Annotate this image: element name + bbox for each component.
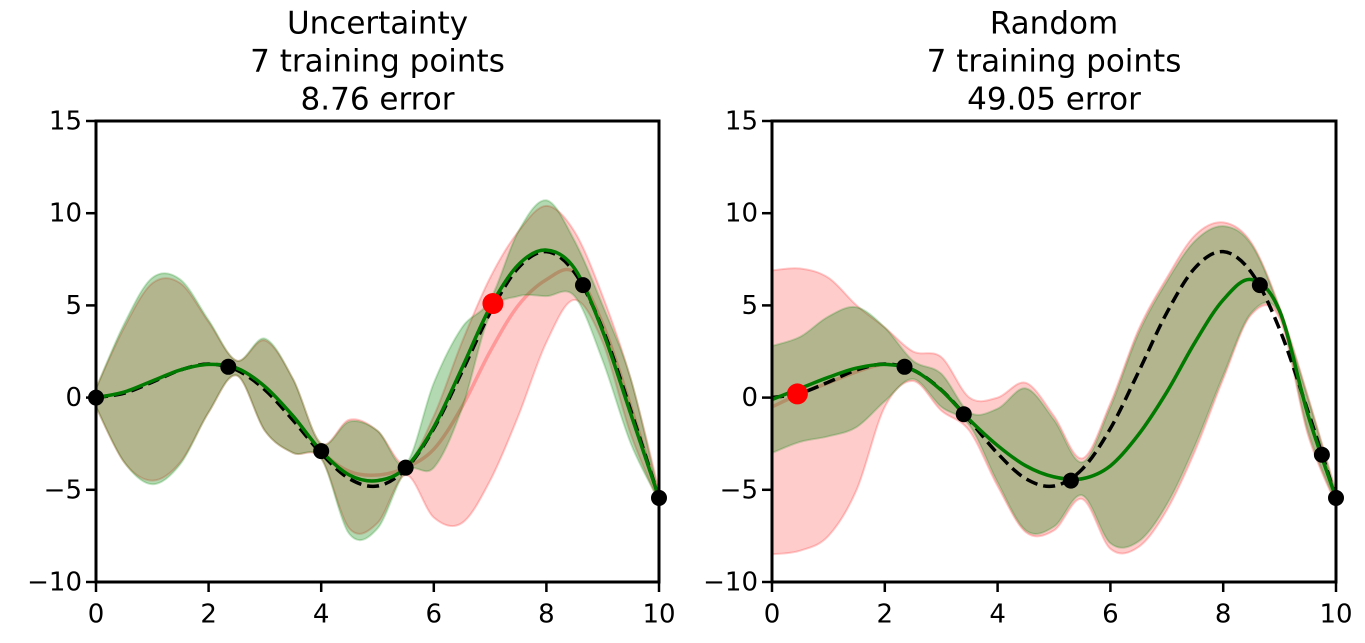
training-point xyxy=(220,358,237,375)
x-tick-label: 2 xyxy=(200,600,217,630)
y-tick-label: 15 xyxy=(725,107,758,137)
x-tick-label: 8 xyxy=(1215,600,1232,630)
x-tick-label: 8 xyxy=(538,600,555,630)
training-point xyxy=(1062,472,1079,489)
y-tick-label: −5 xyxy=(720,475,758,505)
mean-line xyxy=(772,277,1336,499)
mean-line xyxy=(96,248,659,499)
x-tick-label: 6 xyxy=(426,600,443,630)
y-tick-label: −5 xyxy=(44,475,82,505)
training-point xyxy=(574,277,591,294)
training-point xyxy=(1251,277,1268,294)
chart-title: 49.05 error xyxy=(967,82,1141,118)
y-tick-label: 0 xyxy=(65,383,82,413)
x-tick-label: 0 xyxy=(764,600,781,630)
y-tick-label: 15 xyxy=(49,107,82,137)
x-tick-label: 10 xyxy=(642,600,675,630)
chart-title: 7 training points xyxy=(250,44,505,80)
training-point xyxy=(397,459,414,476)
x-tick-label: 10 xyxy=(1319,600,1352,630)
training-point xyxy=(1313,446,1330,463)
chart-title: Uncertainty xyxy=(287,6,468,42)
chart-title: 8.76 error xyxy=(301,82,455,118)
y-tick-label: 10 xyxy=(725,199,758,229)
new-point xyxy=(786,383,808,405)
chart-title: Random xyxy=(990,6,1118,42)
y-tick-label: 10 xyxy=(49,199,82,229)
x-tick-label: 4 xyxy=(313,600,330,630)
training-point xyxy=(955,406,972,423)
axes-frame xyxy=(770,119,1338,584)
y-tick-label: 0 xyxy=(741,383,758,413)
y-tick-label: 5 xyxy=(741,291,758,321)
x-tick-label: 4 xyxy=(989,600,1006,630)
x-tick-label: 2 xyxy=(877,600,894,630)
training-point xyxy=(313,443,330,460)
training-point xyxy=(896,358,913,375)
new-point xyxy=(482,293,504,315)
confidence-band xyxy=(96,199,659,542)
y-tick-label: −10 xyxy=(703,568,758,598)
x-tick-label: 0 xyxy=(88,600,105,630)
axes-frame xyxy=(94,119,661,584)
x-tick-label: 6 xyxy=(1102,600,1119,630)
y-tick-label: −10 xyxy=(27,568,82,598)
plot-area xyxy=(772,221,1336,556)
plot-area xyxy=(96,199,659,542)
y-tick-label: 5 xyxy=(65,291,82,321)
chart-title: 7 training points xyxy=(927,44,1182,80)
